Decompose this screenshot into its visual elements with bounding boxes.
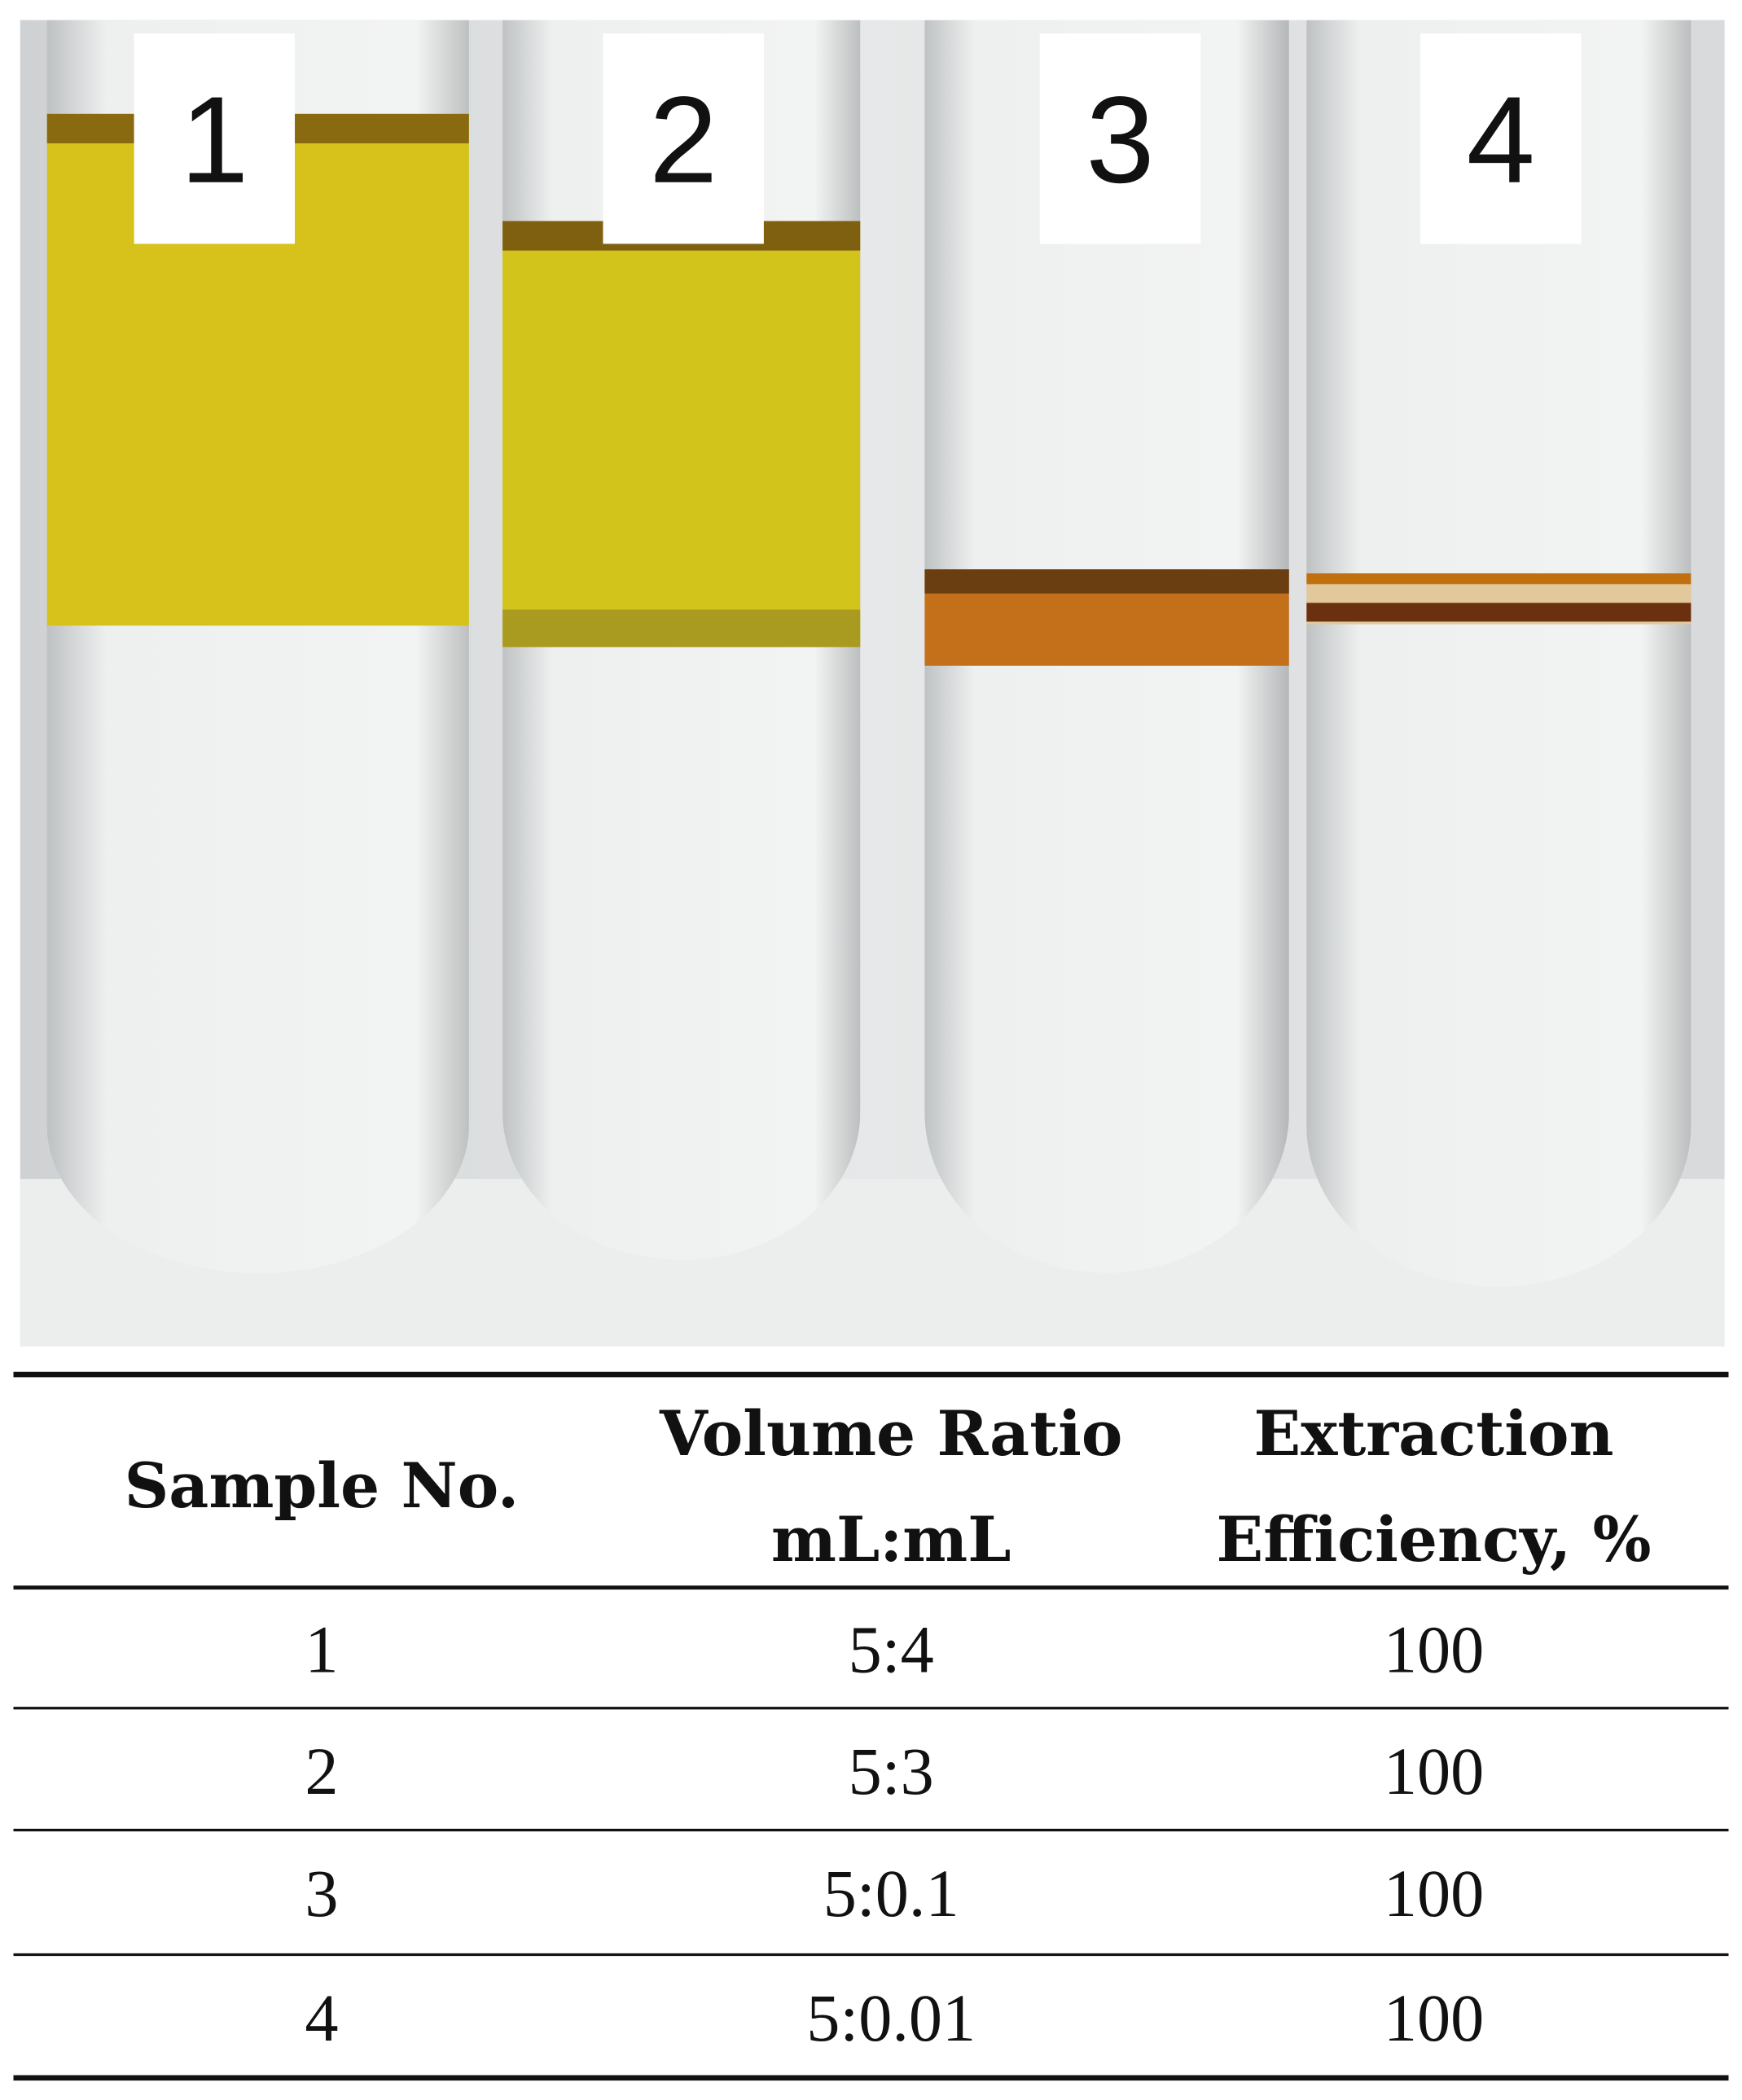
header-cell: mL:mL bbox=[771, 1503, 1011, 1576]
table-cell: 5:0.01 bbox=[806, 1981, 976, 2055]
table-cell: 2 bbox=[305, 1734, 338, 1808]
table-cell: 5:0.1 bbox=[823, 1857, 959, 1931]
table-cell: 3 bbox=[305, 1857, 338, 1931]
tube-label: 4 bbox=[1467, 72, 1535, 209]
photo: 1 2 3 4 bbox=[20, 20, 1725, 1347]
table bbox=[13, 1371, 1729, 2081]
tube-label: 2 bbox=[649, 72, 717, 209]
header-cell: Extraction bbox=[1254, 1397, 1614, 1470]
table-cell: 100 bbox=[1384, 1857, 1484, 1931]
table-cell: 100 bbox=[1384, 1612, 1484, 1686]
tube-label: 3 bbox=[1086, 72, 1154, 209]
table-body: 1 5:4 100 2 5:3 100 3 5:0.1 100 4 5:0.01 100 bbox=[305, 1612, 1484, 2054]
tube-label: 1 bbox=[180, 72, 248, 209]
header-cell: Volume Ratio bbox=[659, 1397, 1122, 1470]
table-cell: 1 bbox=[305, 1612, 338, 1686]
table-cell: 100 bbox=[1384, 1734, 1484, 1808]
table-cell: 100 bbox=[1384, 1981, 1484, 2055]
table-cell: 5:3 bbox=[849, 1734, 934, 1808]
table-cell: 5:4 bbox=[849, 1612, 934, 1686]
header-cell: Sample No. bbox=[125, 1449, 520, 1522]
table-cell: 4 bbox=[305, 1981, 338, 2055]
header-cell: Efficiency, % bbox=[1217, 1503, 1652, 1576]
